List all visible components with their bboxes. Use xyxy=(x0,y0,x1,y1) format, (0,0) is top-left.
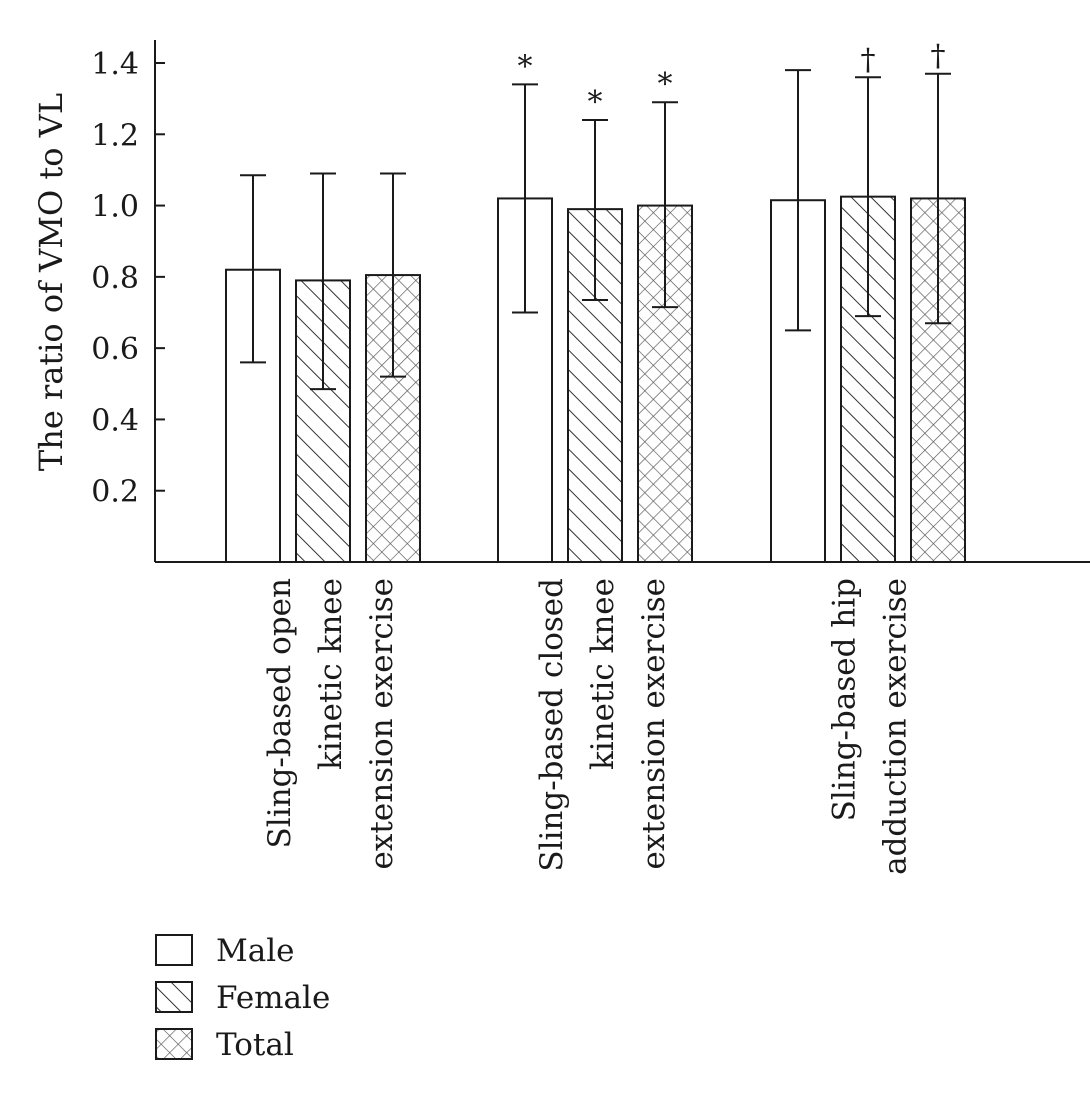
legend-label-male: Male xyxy=(216,933,294,969)
legend-label-total: Total xyxy=(216,1027,294,1063)
category-label: extension exercise xyxy=(364,578,400,869)
category-label: Sling-based closed xyxy=(534,578,570,872)
category-label: extension exercise xyxy=(636,578,672,869)
y-tick-label: 1.2 xyxy=(91,118,139,153)
significance-marker: † xyxy=(861,42,876,77)
category-label: adduction exercise xyxy=(878,578,914,875)
y-tick-label: 0.6 xyxy=(91,332,139,367)
y-axis: 0.2 0.4 0.6 0.8 1.0 1.2 1.4 xyxy=(91,40,165,562)
category-label: kinetic knee xyxy=(313,578,349,770)
category-label: kinetic knee xyxy=(585,578,621,770)
significance-marker: * xyxy=(588,85,603,120)
legend: Male Female Total xyxy=(155,933,330,1063)
legend-swatch-male xyxy=(155,934,193,966)
y-tick-label: 1.0 xyxy=(91,190,139,225)
significance-marker: † xyxy=(931,39,946,74)
legend-label-female: Female xyxy=(216,980,330,1016)
y-tick-label: 1.4 xyxy=(91,47,139,82)
significance-marker: * xyxy=(518,49,533,84)
y-tick-label: 0.2 xyxy=(91,475,139,510)
error-bars xyxy=(240,69,951,391)
legend-swatch-total xyxy=(155,1028,193,1060)
category-labels: Sling-based open kinetic knee extension ex… xyxy=(262,578,914,875)
significance-marker: * xyxy=(658,67,673,102)
legend-swatch-female xyxy=(155,981,193,1013)
y-tick-label: 0.8 xyxy=(91,261,139,296)
significance-markers: * * † * † xyxy=(518,39,946,120)
category-label: Sling-based hip xyxy=(827,578,863,821)
category-label: Sling-based open xyxy=(262,578,298,848)
y-axis-title: The ratio of VMO to VL xyxy=(32,93,70,471)
y-tick-label: 0.4 xyxy=(91,403,139,438)
